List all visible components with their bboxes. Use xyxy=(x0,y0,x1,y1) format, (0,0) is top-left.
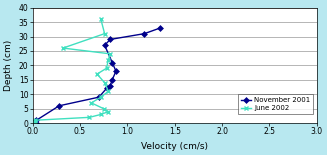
November 2001 xyxy=(114,70,118,72)
June 2002 xyxy=(108,53,112,55)
June 2002 xyxy=(95,73,99,75)
November 2001 xyxy=(97,96,101,98)
November 2001 xyxy=(34,119,38,121)
November 2001 xyxy=(110,62,114,63)
November 2001 xyxy=(103,44,107,46)
June 2002 xyxy=(102,108,106,110)
June 2002 xyxy=(107,59,111,61)
November 2001 xyxy=(110,79,114,81)
June 2002 xyxy=(103,82,107,84)
June 2002 xyxy=(103,33,107,35)
June 2002 xyxy=(34,119,38,121)
November 2001 xyxy=(108,38,112,40)
June 2002 xyxy=(99,113,103,115)
June 2002 xyxy=(61,47,65,49)
June 2002 xyxy=(99,96,103,98)
June 2002 xyxy=(34,122,38,124)
June 2002 xyxy=(99,18,103,20)
Legend: November 2001, June 2002: November 2001, June 2002 xyxy=(238,94,313,114)
November 2001 xyxy=(108,85,112,86)
November 2001 xyxy=(57,105,61,107)
November 2001 xyxy=(159,27,163,29)
November 2001 xyxy=(34,122,38,124)
June 2002 xyxy=(89,102,93,104)
June 2002 xyxy=(88,116,92,118)
June 2002 xyxy=(107,90,111,92)
Line: June 2002: June 2002 xyxy=(33,17,113,126)
June 2002 xyxy=(34,121,38,123)
Y-axis label: Depth (cm): Depth (cm) xyxy=(4,40,13,91)
June 2002 xyxy=(105,67,109,69)
November 2001 xyxy=(105,88,109,89)
June 2002 xyxy=(107,111,111,113)
X-axis label: Velocity (cm/s): Velocity (cm/s) xyxy=(141,142,208,151)
November 2001 xyxy=(143,33,146,35)
Line: November 2001: November 2001 xyxy=(34,26,163,125)
